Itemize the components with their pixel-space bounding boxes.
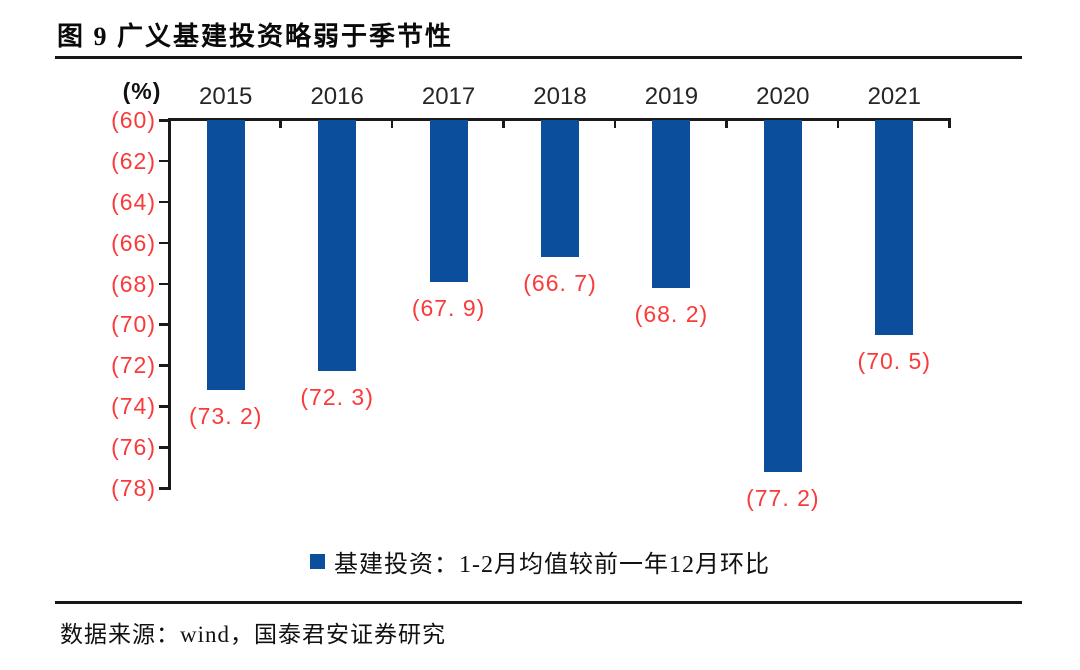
x-axis-category-label: 2021 bbox=[867, 83, 921, 110]
y-axis-tick-label: (70) bbox=[111, 311, 156, 338]
x-axis-category-label: 2016 bbox=[310, 83, 364, 110]
x-axis-tick bbox=[279, 120, 282, 128]
y-axis-tick bbox=[159, 200, 170, 204]
y-axis-tick-label: (68) bbox=[111, 270, 156, 297]
y-axis-tick bbox=[159, 241, 170, 245]
footer-divider bbox=[55, 601, 1022, 604]
y-axis-tick bbox=[159, 282, 170, 286]
y-axis-tick bbox=[159, 159, 170, 163]
y-axis-tick-label: (76) bbox=[111, 434, 156, 461]
bar-2016 bbox=[318, 120, 357, 372]
y-axis-tick-label: (74) bbox=[111, 393, 156, 420]
bar-2021 bbox=[875, 120, 914, 335]
x-axis-category-label: 2015 bbox=[199, 83, 253, 110]
bar-value-label-2021: (70. 5) bbox=[857, 347, 932, 374]
y-axis-tick bbox=[159, 405, 170, 408]
y-axis-line bbox=[168, 118, 171, 490]
y-axis-tick-label: (72) bbox=[111, 352, 156, 379]
x-axis-tick bbox=[948, 120, 951, 128]
x-axis-tick bbox=[613, 120, 617, 128]
bar-2019 bbox=[652, 120, 691, 288]
bar-value-label-2015: (73. 2) bbox=[188, 402, 263, 429]
bar-2017 bbox=[429, 120, 468, 282]
bar-value-label-2016: (72. 3) bbox=[300, 384, 374, 411]
bar-2018 bbox=[541, 120, 579, 257]
x-axis-tick bbox=[836, 120, 840, 128]
y-axis-tick-label: (60) bbox=[111, 107, 156, 133]
y-axis-tick bbox=[159, 364, 170, 367]
bar-2015 bbox=[206, 120, 245, 390]
y-axis-tick-label: (62) bbox=[111, 147, 156, 174]
x-axis-tick bbox=[390, 120, 394, 128]
y-axis-unit-label: (%) bbox=[122, 78, 162, 104]
x-axis-category-label: 2018 bbox=[533, 83, 587, 110]
x-axis-line bbox=[168, 118, 951, 121]
x-axis-category-label: 2019 bbox=[644, 83, 699, 110]
data-source: 数据来源：wind，国泰君安证券研究 bbox=[60, 622, 446, 647]
x-axis-tick bbox=[502, 120, 505, 128]
legend-swatch bbox=[310, 553, 325, 569]
figure-title: 图 9 广义基建投资略弱于季节性 bbox=[57, 22, 454, 51]
y-axis-tick bbox=[159, 487, 170, 490]
x-axis-category-label: 2020 bbox=[756, 83, 810, 110]
y-axis-tick-label: (78) bbox=[111, 475, 156, 501]
y-axis-tick bbox=[159, 446, 170, 449]
y-axis-tick bbox=[159, 323, 170, 326]
x-axis-tick bbox=[725, 120, 728, 128]
bar-value-label-2017: (67. 9) bbox=[411, 294, 486, 321]
title-divider bbox=[55, 56, 1022, 59]
x-axis-category-label: 2017 bbox=[421, 83, 476, 110]
y-axis-tick bbox=[159, 119, 170, 122]
legend: 基建投资：1-2月均值较前一年12月环比 bbox=[0, 546, 1080, 578]
bar-2020 bbox=[763, 120, 802, 472]
bar-value-label-2020: (77. 2) bbox=[746, 484, 820, 511]
y-axis-tick-label: (64) bbox=[111, 188, 156, 215]
bar-value-label-2019: (68. 2) bbox=[634, 300, 709, 327]
legend-label: 基建投资：1-2月均值较前一年12月环比 bbox=[334, 551, 770, 578]
y-axis-tick-label: (66) bbox=[111, 229, 156, 256]
bar-value-label-2018: (66. 7) bbox=[523, 269, 597, 296]
